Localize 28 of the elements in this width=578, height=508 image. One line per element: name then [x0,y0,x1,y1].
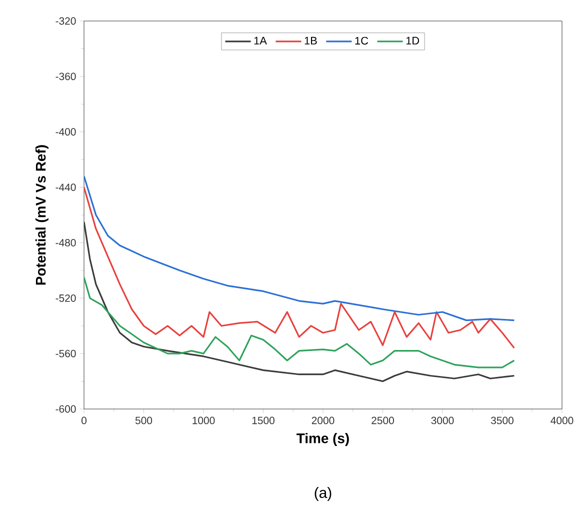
x-tick-label: 500 [135,416,152,424]
x-tick-label: 0 [81,416,86,424]
y-tick-label: -520 [56,294,76,302]
x-tick-label: 1500 [252,416,274,424]
y-tick-label: -320 [56,17,76,25]
x-tick-label: 2500 [372,416,394,424]
x-axis-title: Time (s) [296,433,349,446]
y-tick-label: -360 [56,72,76,80]
legend-label: 1A [254,36,267,44]
text: (a) [314,487,332,501]
y-axis-title: Potential (mV Vs Ref) [35,145,48,285]
y-tick-label: -440 [56,184,76,191]
line-series [84,175,515,322]
x-tick-label: 2000 [312,416,334,424]
line-series [84,221,515,382]
legend-label: 1B [304,36,317,44]
y-tick-label: -480 [56,239,76,246]
line-series [84,186,515,349]
y-tick-label: -600 [56,405,76,413]
legend-label: 1D [406,36,420,44]
y-tick-label: -400 [56,128,76,136]
x-tick-label: 1000 [192,416,215,424]
x-tick-label: 4000 [550,416,574,424]
legend-label: 1C [355,36,368,45]
line-series [84,276,515,368]
x-tick-label: 3000 [431,416,454,424]
x-tick-label: 3500 [491,416,514,424]
y-tick-label: -560 [56,350,76,358]
